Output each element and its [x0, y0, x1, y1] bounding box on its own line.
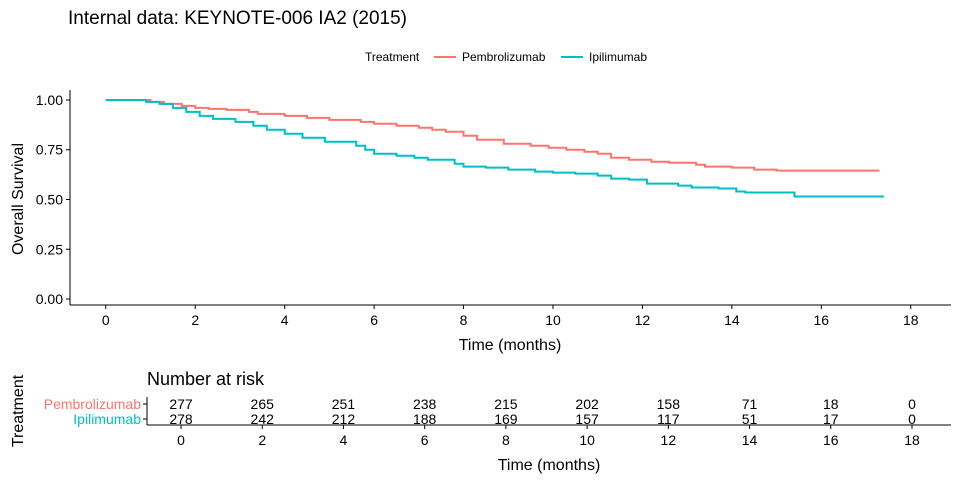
y-tick-label: 0.50 [36, 191, 63, 207]
chart-title: Internal data: KEYNOTE-006 IA2 (2015) [68, 8, 407, 29]
risk-row-label: Pembrolizumab [44, 396, 141, 412]
risk-count: 188 [413, 411, 437, 427]
risk-count: 265 [251, 396, 275, 412]
y-axis: 0.00 0.25 0.50 0.75 1.00 [36, 90, 71, 307]
risk-count: 251 [332, 396, 356, 412]
y-tick-label: 1.00 [36, 92, 63, 108]
survival-line-ipilimumab [105, 99, 884, 198]
legend-label-pembrolizumab: Pembrolizumab [462, 50, 546, 64]
risk-count: 18 [823, 396, 839, 412]
risk-count: 202 [575, 396, 599, 412]
x-tick-label: 6 [370, 312, 378, 328]
x-tick-label: 4 [281, 312, 289, 328]
risk-x-axis-label: Time (months) [498, 457, 601, 474]
risk-count: 277 [169, 396, 193, 412]
y-tick-label: 0.75 [36, 142, 63, 158]
risk-count: 71 [742, 396, 758, 412]
risk-x-tick-label: 4 [340, 432, 348, 448]
risk-table-title: Number at risk [147, 369, 265, 389]
legend-label-ipilimumab: Ipilimumab [589, 50, 647, 64]
x-tick-label: 12 [635, 312, 651, 328]
risk-y-axis-label: Treatment [10, 374, 27, 447]
risk-count: 278 [169, 411, 193, 427]
legend: Treatment Pembrolizumab Ipilimumab [365, 50, 647, 64]
risk-table: Number at risk Pembrolizumab 277 265 251 238… [10, 369, 951, 474]
risk-count: 17 [823, 411, 839, 427]
risk-row-label: Ipilimumab [73, 411, 141, 427]
risk-rows: Pembrolizumab 277 265 251 238 215 202 158 71 18 0 I… [44, 396, 916, 427]
x-axis: 0 2 4 6 8 10 12 14 16 18 [70, 304, 951, 328]
risk-x-tick-label: 16 [823, 432, 839, 448]
risk-x-axis: 0 2 4 6 8 10 12 14 16 18 [146, 397, 951, 448]
risk-x-tick-label: 12 [661, 432, 677, 448]
x-tick-label: 0 [102, 312, 110, 328]
survival-plot: 0.00 0.25 0.50 0.75 1.00 0 2 4 6 8 10 12 14 16 18 Tim… [10, 90, 951, 354]
risk-x-tick-label: 6 [421, 432, 429, 448]
risk-x-tick-label: 14 [742, 432, 758, 448]
legend-title: Treatment [365, 50, 420, 64]
risk-x-tick-label: 10 [579, 432, 595, 448]
risk-count: 212 [332, 411, 356, 427]
risk-count: 242 [251, 411, 275, 427]
risk-count: 117 [657, 411, 680, 427]
risk-x-tick-label: 2 [258, 432, 266, 448]
y-axis-label: Overall Survival [10, 143, 27, 255]
survival-line-pembrolizumab [105, 99, 880, 172]
x-axis-label: Time (months) [459, 337, 562, 354]
risk-count: 0 [908, 396, 916, 412]
risk-count: 238 [413, 396, 437, 412]
risk-count: 158 [657, 396, 681, 412]
risk-x-tick-label: 0 [177, 432, 185, 448]
risk-count: 51 [742, 411, 758, 427]
x-tick-label: 2 [191, 312, 199, 328]
risk-count: 157 [575, 411, 599, 427]
risk-count: 169 [494, 411, 518, 427]
y-tick-label: 0.00 [36, 291, 63, 307]
x-tick-label: 8 [460, 312, 468, 328]
risk-count: 0 [908, 411, 916, 427]
survival-curves [105, 99, 884, 198]
risk-count: 215 [494, 396, 518, 412]
risk-x-tick-label: 8 [502, 432, 510, 448]
x-tick-label: 16 [814, 312, 830, 328]
risk-x-tick-label: 18 [904, 432, 920, 448]
x-tick-label: 10 [545, 312, 561, 328]
x-tick-label: 14 [724, 312, 740, 328]
y-tick-label: 0.25 [36, 241, 63, 257]
x-tick-label: 18 [903, 312, 919, 328]
